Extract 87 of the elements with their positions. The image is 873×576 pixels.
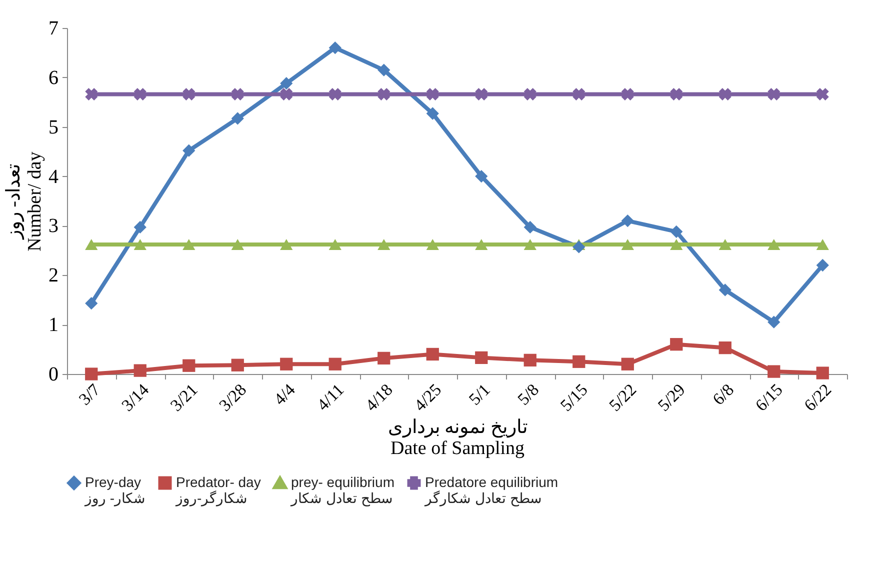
point <box>85 368 98 380</box>
point <box>328 239 342 250</box>
point <box>718 239 732 250</box>
point <box>426 239 439 250</box>
point <box>768 239 780 250</box>
point <box>85 88 98 100</box>
point <box>182 88 196 100</box>
x-tick-label: 5/29 <box>654 380 689 415</box>
point <box>718 88 732 100</box>
point <box>134 364 146 377</box>
point <box>182 239 196 250</box>
y-tick-label: 1 <box>48 314 58 336</box>
x-tick-label: 3/28 <box>215 380 250 415</box>
point <box>718 284 732 296</box>
point <box>524 354 536 366</box>
x-tick-label: 4/18 <box>362 380 396 415</box>
point <box>85 296 98 310</box>
x-tick-label: 4/25 <box>410 380 446 415</box>
y-tick-label: 3 <box>48 215 58 238</box>
point <box>768 316 780 328</box>
y-tick-label: 0 <box>48 364 58 386</box>
point <box>524 88 536 100</box>
x-tick-label: 3/14 <box>118 380 153 415</box>
x-tick-label: 5/1 <box>465 380 494 409</box>
point <box>670 239 683 250</box>
point <box>816 88 829 100</box>
point <box>134 239 146 250</box>
point <box>816 258 829 272</box>
point <box>572 240 586 254</box>
point <box>816 239 829 250</box>
point <box>280 77 293 90</box>
x-tick-label: 5/22 <box>605 380 640 415</box>
point <box>378 239 390 250</box>
point <box>768 88 780 100</box>
point <box>231 112 244 125</box>
x-tick-label: 5/15 <box>556 380 592 415</box>
point <box>426 348 439 361</box>
point <box>280 358 293 370</box>
point <box>378 64 390 76</box>
y-tick-label: 5 <box>48 116 58 138</box>
point <box>524 220 536 234</box>
point <box>621 88 634 100</box>
point <box>670 88 683 100</box>
point <box>572 88 586 100</box>
x-tick-label: 6/15 <box>752 380 786 415</box>
point <box>524 239 536 250</box>
x-tick-label: 6/22 <box>800 380 836 415</box>
point <box>85 239 98 250</box>
point <box>280 239 293 250</box>
point <box>134 220 146 234</box>
y-tick-label: 4 <box>48 166 58 188</box>
x-tick-label: 3/21 <box>166 380 202 415</box>
point <box>378 352 390 365</box>
point <box>134 88 146 100</box>
point <box>475 351 488 364</box>
point <box>621 214 634 228</box>
point <box>621 358 634 370</box>
point <box>718 341 732 354</box>
point <box>475 239 488 250</box>
point <box>328 41 342 54</box>
point <box>426 88 439 100</box>
point <box>182 144 196 157</box>
point <box>426 107 439 120</box>
point <box>670 225 683 238</box>
point <box>231 239 244 250</box>
point <box>816 366 829 380</box>
point <box>231 88 244 100</box>
y-tick-label: 2 <box>48 264 58 287</box>
point <box>231 358 244 372</box>
point <box>670 338 683 351</box>
x-tick-label: 4/11 <box>313 380 348 414</box>
y-tick-label: 7 <box>48 18 58 40</box>
point <box>475 88 488 100</box>
point <box>328 88 342 100</box>
point <box>182 359 196 372</box>
point <box>475 170 488 183</box>
x-tick-label: 3/7 <box>75 380 104 409</box>
point <box>280 88 293 100</box>
x-tick-label: 4/4 <box>270 380 300 409</box>
point <box>328 358 342 370</box>
x-tick-label: 6/8 <box>708 380 738 409</box>
x-tick-label: 5/8 <box>514 380 543 409</box>
point <box>572 355 586 368</box>
point <box>621 239 634 250</box>
point <box>768 365 780 378</box>
point <box>378 88 390 100</box>
y-tick-label: 6 <box>48 66 58 89</box>
